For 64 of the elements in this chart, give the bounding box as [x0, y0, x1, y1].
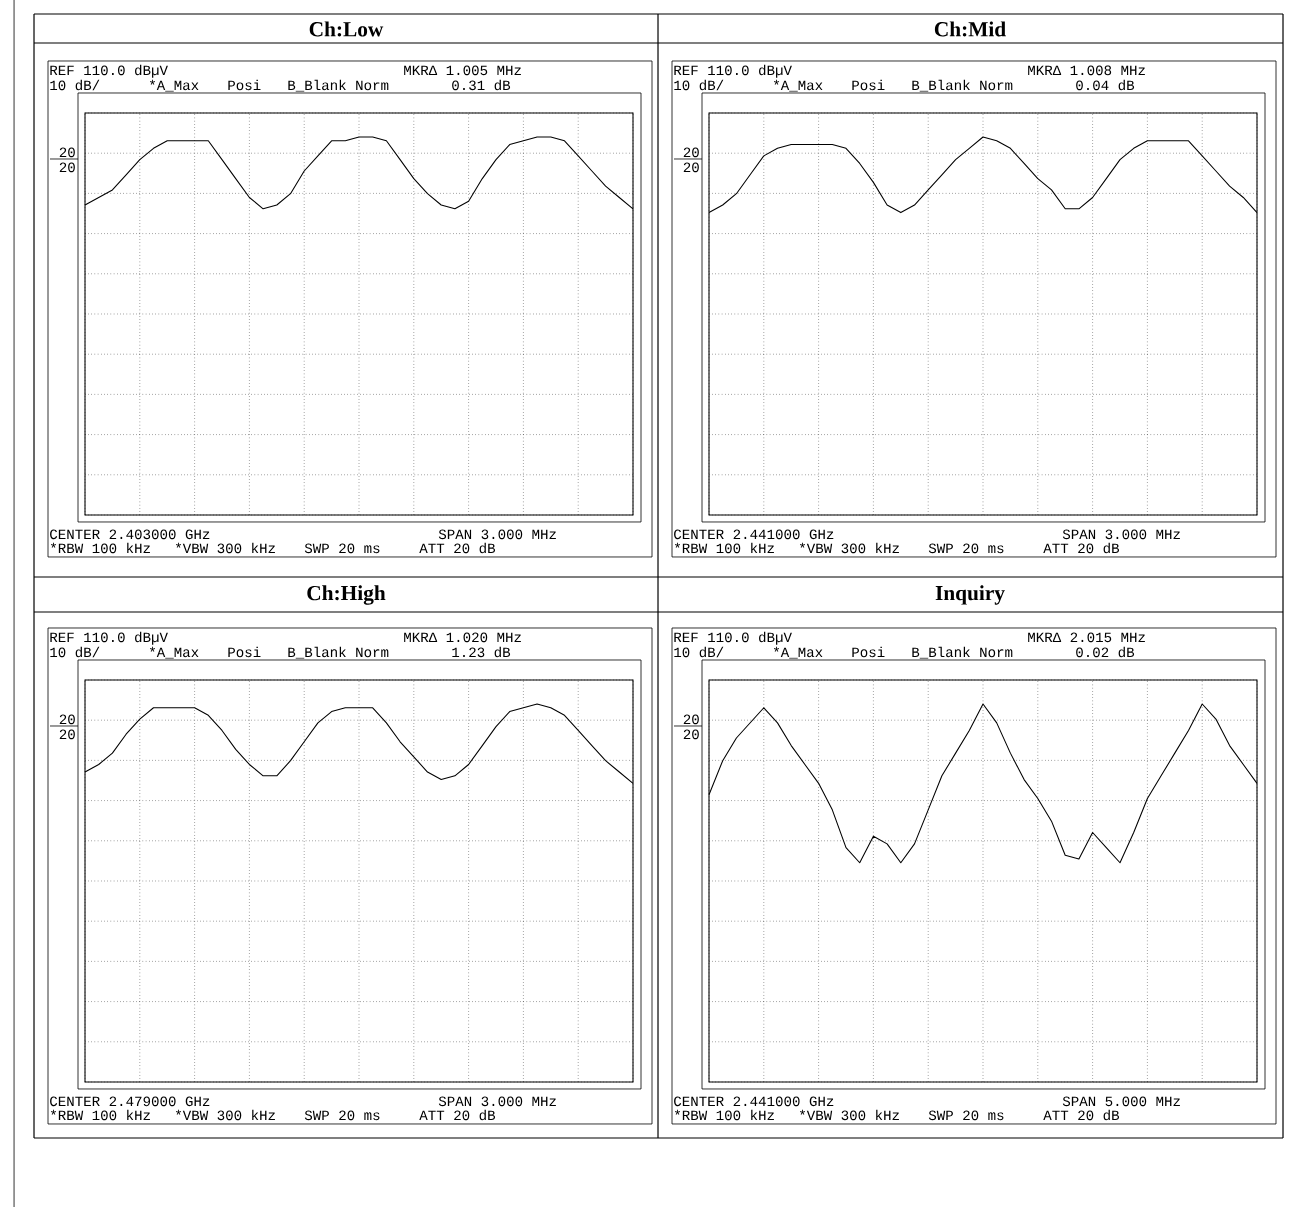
text: 20	[683, 147, 699, 158]
text: *RBW 100 kHz	[674, 542, 774, 554]
text: MKRΔ 1.020 MHz	[404, 632, 521, 643]
text: ATT 20 dB	[419, 1109, 496, 1121]
text: ATT 20 dB	[1043, 542, 1120, 554]
text: SPAN 3.000 MHz	[438, 1096, 556, 1107]
text: 10 dB/	[674, 646, 724, 658]
text: 20	[683, 162, 699, 173]
text: 20	[683, 714, 699, 725]
text: SWP 20 ms	[928, 543, 1004, 554]
text: *RBW 100 kHz	[50, 1109, 150, 1121]
text: ATT 20 dB	[1043, 1109, 1120, 1121]
text: CENTER 2.441000 GHz	[674, 1096, 834, 1107]
text: 10 dB/	[50, 79, 100, 91]
text: 10 dB/	[674, 79, 724, 91]
text: *VBW 300 kHz	[175, 542, 275, 554]
text: SPAN 3.000 MHz	[1062, 529, 1180, 540]
text: SWP 20 ms	[928, 1110, 1004, 1121]
text: MKRΔ 1.008 MHz	[1028, 65, 1145, 76]
text: *VBW 300 kHz	[799, 1109, 899, 1121]
text: B_Blank Norm	[288, 646, 389, 659]
text: 1.23 dB	[452, 646, 511, 658]
text: 20	[59, 714, 75, 725]
text: 20	[59, 162, 75, 173]
text: CENTER 2.441000 GHz	[674, 529, 834, 540]
text: 0.02 dB	[1076, 646, 1135, 658]
text: *RBW 100 kHz	[50, 542, 150, 554]
text: *A_Max	[149, 79, 199, 92]
text: *VBW 300 kHz	[175, 1109, 275, 1121]
text: SWP 20 ms	[304, 1110, 380, 1121]
text: CENTER 2.403000 GHz	[50, 529, 210, 540]
text: Posi	[852, 79, 885, 91]
text: *VBW 300 kHz	[799, 542, 899, 554]
text: ATT 20 dB	[419, 542, 496, 554]
text: SPAN 3.000 MHz	[438, 529, 556, 540]
text: 0.31 dB	[452, 79, 511, 91]
text: 20	[59, 147, 75, 158]
text: *A_Max	[773, 79, 823, 92]
text: CENTER 2.479000 GHz	[50, 1096, 210, 1107]
chart-title: Ch:Low	[309, 21, 384, 37]
text: MKRΔ 1.005 MHz	[404, 65, 521, 76]
text: REF 110.0 dBµV	[50, 64, 168, 78]
text: B_Blank Norm	[912, 79, 1013, 92]
text: REF 110.0 dBµV	[674, 64, 792, 78]
text: *A_Max	[149, 646, 199, 659]
text: Posi	[228, 79, 261, 91]
text: Posi	[852, 646, 885, 658]
text: REF 110.0 dBµV	[674, 631, 792, 645]
chart-title: Ch:High	[307, 585, 386, 605]
text: 20	[683, 729, 699, 740]
text: *A_Max	[773, 646, 823, 659]
text: *RBW 100 kHz	[674, 1109, 774, 1121]
chart-title: Ch:Mid	[934, 21, 1006, 37]
text: Posi	[228, 646, 261, 658]
chart-title: Inquiry	[935, 585, 1005, 605]
text: SWP 20 ms	[304, 543, 380, 554]
text: B_Blank Norm	[912, 646, 1013, 659]
text: REF 110.0 dBµV	[50, 631, 168, 645]
text: 20	[59, 729, 75, 740]
text: 0.04 dB	[1076, 79, 1135, 91]
text: SPAN 5.000 MHz	[1062, 1096, 1180, 1107]
text: MKRΔ 2.015 MHz	[1028, 632, 1145, 643]
text: 10 dB/	[50, 646, 100, 658]
text: B_Blank Norm	[288, 79, 389, 92]
